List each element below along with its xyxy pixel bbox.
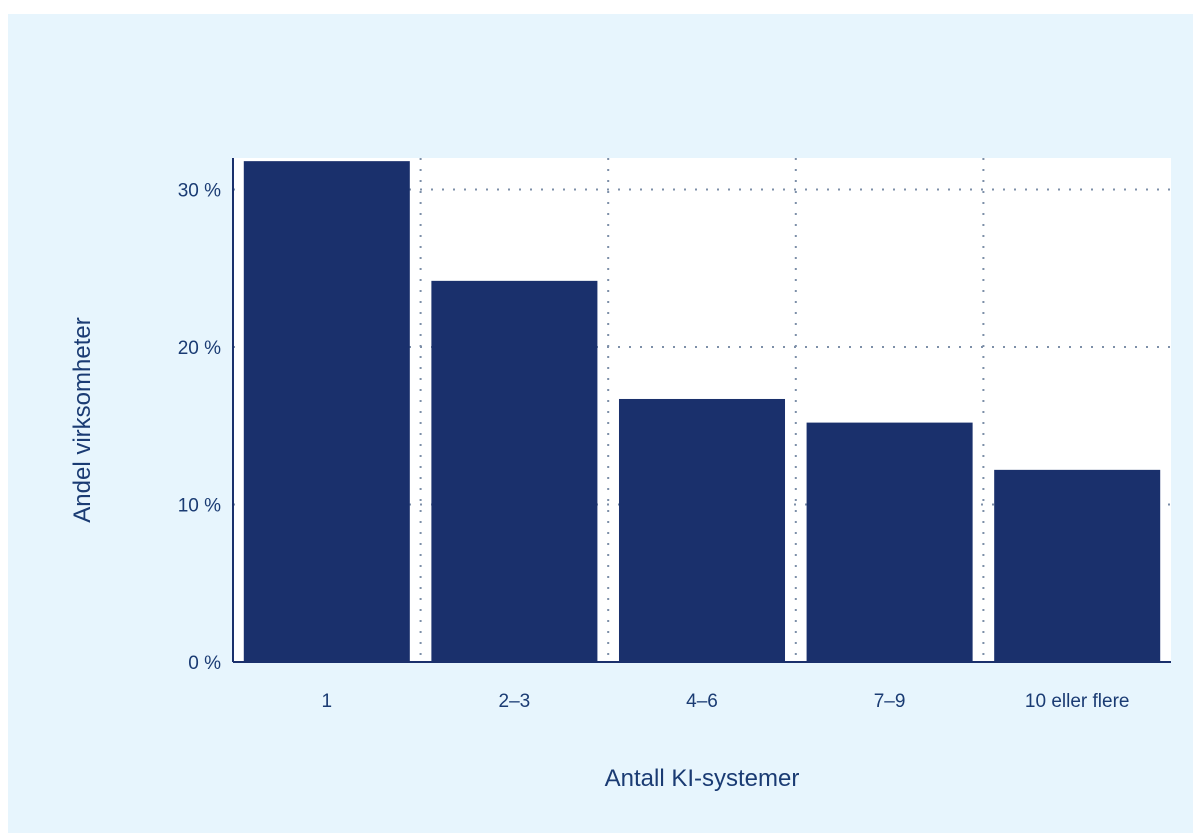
bar-2 (431, 280, 598, 662)
bar-chart: 0 % 10 % 20 % 30 % 1 2–3 4–6 7–9 10 eller flere… (69, 158, 1171, 792)
x-tick-label: 7–9 (874, 691, 906, 712)
x-tick-label: 4–6 (686, 691, 718, 712)
x-tick-label: 10 eller flere (1025, 691, 1130, 712)
x-tick-labels: 1 2–3 4–6 7–9 10 eller flere (322, 691, 1130, 712)
bars (243, 161, 1161, 662)
bar-4 (806, 422, 973, 662)
y-tick-label: 30 % (178, 181, 221, 202)
bar-5 (994, 469, 1161, 662)
y-tick-labels: 0 % 10 % 20 % 30 % (178, 181, 221, 675)
y-axis-title: Andel virksomheter (69, 317, 96, 522)
bar-1 (243, 161, 410, 662)
figure-background: 0 % 10 % 20 % 30 % 1 2–3 4–6 7–9 10 eller flere… (8, 14, 1193, 833)
x-axis-title: Antall KI-systemer (605, 765, 800, 792)
x-tick-label: 2–3 (499, 691, 531, 712)
y-tick-label: 0 % (188, 653, 221, 674)
bar-3 (618, 398, 786, 662)
x-tick-label: 1 (322, 691, 333, 712)
y-tick-label: 10 % (178, 496, 221, 517)
vertical-gridlines (419, 158, 985, 662)
y-tick-label: 20 % (178, 338, 221, 359)
